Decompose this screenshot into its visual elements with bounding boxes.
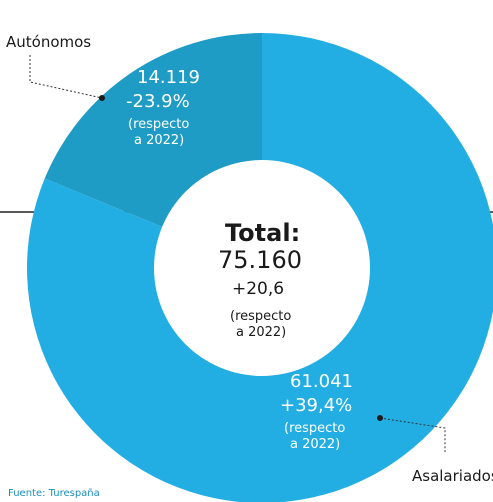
asalariados-value: 61.041 [290,371,353,392]
autonomos-label: Autónomos [6,33,92,51]
asalariados-note-2: a 2022) [290,437,341,452]
autonomos-leader-line [29,55,103,99]
asalariados-note-1: (respecto [284,421,346,436]
center-title: Total: [225,219,301,247]
center-note-1: (respecto [230,309,292,324]
asalariados-change: +39,4% [280,395,353,416]
autonomos-value: 14.119 [137,67,200,88]
autonomos-change: -23.9% [126,91,190,112]
autonomos-note-1: (respecto [128,117,190,132]
leader-lines [29,55,446,452]
asalariados-label: Asalariados [412,467,493,485]
autonomos-leader-dot [99,95,105,101]
donut-center-hole [154,160,370,376]
asalariados-leader-line [379,417,446,452]
center-note-2: a 2022) [236,325,287,340]
center-change: +20,6 [232,279,285,299]
source-note: Fuente: Turespaña [8,488,100,499]
autonomos-note-2: a 2022) [134,133,185,148]
asalariados-leader-dot [377,415,383,421]
center-total: 75.160 [218,246,302,274]
